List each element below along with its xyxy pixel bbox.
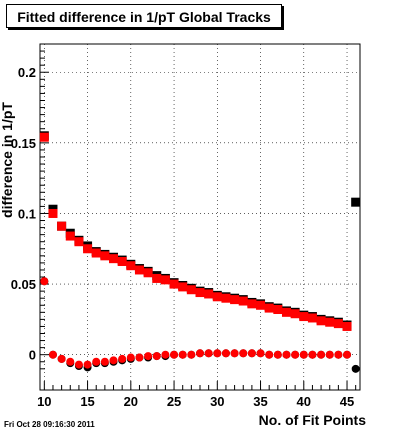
data-point-square xyxy=(48,208,58,218)
data-point-square xyxy=(152,273,162,283)
x-axis-label: No. of Fit Points xyxy=(259,412,367,428)
data-point-square xyxy=(281,307,291,317)
data-point-circle xyxy=(118,354,127,363)
data-point-circle xyxy=(343,350,352,359)
x-tick-label: 10 xyxy=(37,394,51,409)
data-point-circle xyxy=(57,354,66,363)
x-tick-label: 35 xyxy=(253,394,267,409)
data-point-circle xyxy=(291,350,300,359)
data-point-circle xyxy=(351,364,360,373)
data-point-square xyxy=(143,268,153,278)
data-point-square xyxy=(134,265,144,275)
data-point-circle xyxy=(40,277,49,286)
data-point-square xyxy=(307,313,317,323)
data-point-circle xyxy=(196,349,204,358)
data-point-circle xyxy=(334,350,343,359)
data-point-circle xyxy=(265,350,274,359)
y-tick-label: 0.1 xyxy=(18,206,36,221)
title-box: Fitted difference in 1/pT Global Tracks xyxy=(6,4,282,28)
data-point-square xyxy=(342,321,352,331)
data-point-circle xyxy=(239,349,248,358)
data-point-circle xyxy=(187,350,196,359)
data-point-square xyxy=(186,285,196,295)
x-tick-label: 30 xyxy=(210,394,224,409)
data-point-square xyxy=(325,317,335,327)
timestamp: Fri Oct 28 09:16:30 2011 xyxy=(4,420,95,429)
data-point-circle xyxy=(100,357,109,366)
data-point-square xyxy=(273,305,283,315)
data-point-square xyxy=(65,231,75,241)
data-point-circle xyxy=(144,352,153,361)
data-point-square xyxy=(109,254,119,264)
data-point-circle xyxy=(256,349,265,358)
data-point-circle xyxy=(74,360,83,369)
data-point-square xyxy=(316,316,326,326)
data-point-circle xyxy=(317,350,326,359)
data-point-square xyxy=(299,312,309,322)
x-tick-label: 40 xyxy=(297,394,311,409)
plot-frame xyxy=(39,43,361,391)
y-axis-label: difference in 1/pT xyxy=(0,102,15,218)
data-point-square xyxy=(204,289,214,299)
data-point-circle xyxy=(178,350,187,359)
data-point-circle xyxy=(282,350,291,359)
data-point-square xyxy=(221,293,231,303)
data-point-square xyxy=(256,300,266,310)
data-point-circle xyxy=(308,350,317,359)
data-point-square xyxy=(195,288,205,298)
data-point-circle xyxy=(161,350,170,359)
data-point-square xyxy=(126,261,136,271)
data-point-square xyxy=(247,299,257,309)
data-point-circle xyxy=(299,350,308,359)
data-point-square xyxy=(57,221,67,231)
x-tick-label: 20 xyxy=(124,394,138,409)
data-point-square xyxy=(238,296,248,306)
data-point-square xyxy=(160,275,170,285)
data-point-square xyxy=(169,279,179,289)
data-point-circle xyxy=(230,349,239,358)
y-tick-label: 0 xyxy=(29,348,36,363)
data-point-circle xyxy=(204,349,213,358)
data-point-circle xyxy=(66,357,75,366)
data-point-circle xyxy=(109,356,118,365)
data-point-square xyxy=(351,197,361,207)
data-point-square xyxy=(333,319,343,329)
data-point-square xyxy=(91,248,101,258)
axes: 10 15 20 25 30 35 40 45 0 0.05 0.1 0.15 0.2 xyxy=(11,43,357,409)
data-point-circle xyxy=(213,349,222,358)
data-point-circle xyxy=(92,357,101,366)
data-point-square xyxy=(39,132,49,142)
data-point-square xyxy=(83,244,93,254)
y-tick-label: 0.15 xyxy=(11,136,36,151)
x-tick-label: 45 xyxy=(340,394,354,409)
data-point-square xyxy=(212,292,222,302)
data-point-circle xyxy=(170,350,179,359)
data-point-square xyxy=(290,309,300,319)
data-point-circle xyxy=(135,353,144,362)
data-points xyxy=(39,131,361,373)
data-point-square xyxy=(117,256,127,266)
data-point-circle xyxy=(273,350,282,359)
data-point-square xyxy=(74,237,84,247)
data-point-circle xyxy=(83,360,92,369)
data-point-circle xyxy=(247,349,256,358)
data-point-circle xyxy=(126,353,135,362)
data-point-circle xyxy=(221,349,230,358)
data-point-square xyxy=(264,303,274,313)
data-point-circle xyxy=(152,352,161,361)
x-tick-label: 25 xyxy=(167,394,181,409)
x-tick-label: 15 xyxy=(80,394,94,409)
y-tick-label: 0.2 xyxy=(18,65,36,80)
y-tick-label: 0.05 xyxy=(11,277,36,292)
data-point-square xyxy=(230,295,240,305)
data-point-square xyxy=(178,282,188,292)
data-point-circle xyxy=(48,350,57,359)
data-point-circle xyxy=(325,350,334,359)
chart-title: Fitted difference in 1/pT Global Tracks xyxy=(17,9,271,25)
data-point-square xyxy=(100,251,110,261)
